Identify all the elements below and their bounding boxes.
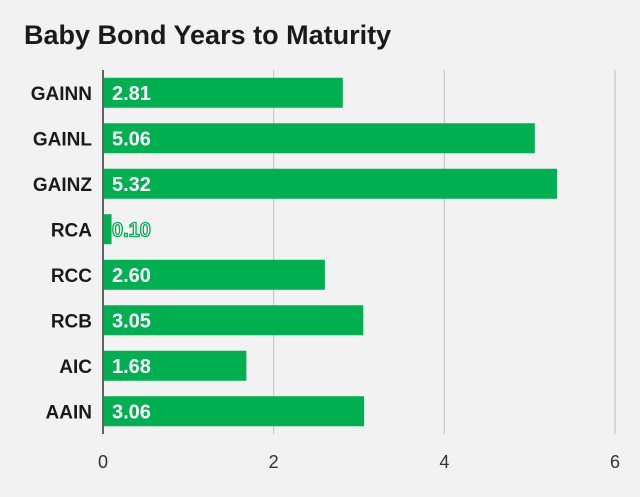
category-label-rcc: RCC xyxy=(51,266,92,287)
category-label-aain: AAIN xyxy=(46,402,92,423)
value-label-aic: 1.68 xyxy=(112,356,151,378)
category-label-gainz: GAINZ xyxy=(33,175,93,196)
bar-rcc xyxy=(104,259,325,290)
value-label-rca: 0.10 xyxy=(112,219,151,241)
value-label-gainz: 5.32 xyxy=(112,174,151,196)
chart-title: Baby Bond Years to Maturity xyxy=(24,20,392,50)
x-tick-label: 0 xyxy=(98,452,108,472)
x-tick-label: 4 xyxy=(439,452,449,472)
category-label-gainl: GAINL xyxy=(33,129,93,150)
value-label-gainl: 5.06 xyxy=(112,128,151,150)
bar-gainl xyxy=(104,123,535,154)
value-label-rcb: 3.05 xyxy=(112,310,151,332)
bar-rcb xyxy=(104,305,364,336)
bar-rca xyxy=(104,214,112,245)
category-label-aic: AIC xyxy=(59,357,92,378)
bar-aic xyxy=(104,350,247,381)
bar-aain xyxy=(104,396,365,427)
x-tick-label: 2 xyxy=(269,452,279,472)
category-label-rca: RCA xyxy=(51,220,92,241)
bar-gainn xyxy=(104,77,343,108)
bar-gainz xyxy=(104,168,557,199)
value-label-gainn: 2.81 xyxy=(112,83,151,105)
x-tick-label: 6 xyxy=(610,452,620,472)
value-label-rcc: 2.60 xyxy=(112,265,151,287)
value-label-aain: 3.06 xyxy=(112,401,151,423)
category-label-gainn: GAINN xyxy=(31,84,92,105)
category-label-rcb: RCB xyxy=(51,311,92,332)
